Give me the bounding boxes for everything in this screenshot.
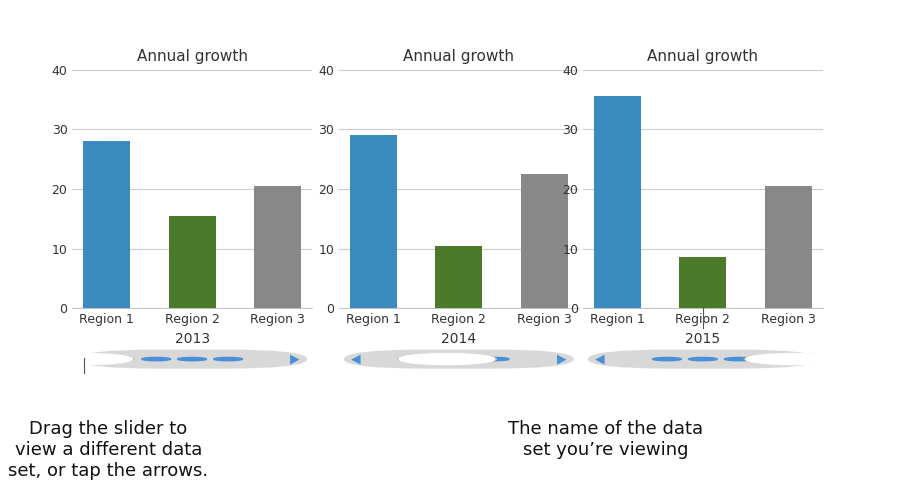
Text: ◀: ◀ bbox=[350, 352, 360, 366]
Title: Annual growth: Annual growth bbox=[403, 49, 514, 64]
Circle shape bbox=[36, 353, 132, 365]
Circle shape bbox=[723, 357, 752, 361]
Circle shape bbox=[444, 357, 472, 361]
Title: Annual growth: Annual growth bbox=[136, 49, 247, 64]
Bar bbox=[520, 174, 567, 308]
Bar bbox=[679, 257, 725, 308]
Text: ◀: ◀ bbox=[84, 352, 94, 366]
Circle shape bbox=[398, 353, 494, 365]
Bar bbox=[169, 216, 215, 308]
Bar bbox=[764, 186, 811, 308]
Circle shape bbox=[688, 357, 716, 361]
X-axis label: 2014: 2014 bbox=[441, 331, 476, 345]
Circle shape bbox=[398, 353, 494, 365]
FancyBboxPatch shape bbox=[77, 349, 307, 369]
Circle shape bbox=[743, 353, 843, 365]
Bar bbox=[349, 135, 396, 308]
Bar bbox=[435, 246, 481, 308]
Text: ▶: ▶ bbox=[556, 352, 566, 366]
Circle shape bbox=[213, 357, 242, 361]
X-axis label: 2015: 2015 bbox=[684, 331, 720, 345]
Bar bbox=[83, 141, 130, 308]
FancyBboxPatch shape bbox=[587, 349, 817, 369]
X-axis label: 2013: 2013 bbox=[174, 331, 209, 345]
Circle shape bbox=[745, 353, 841, 365]
Circle shape bbox=[178, 357, 206, 361]
Circle shape bbox=[479, 357, 508, 361]
Bar bbox=[254, 186, 301, 308]
Circle shape bbox=[745, 353, 841, 365]
Circle shape bbox=[34, 353, 135, 365]
Circle shape bbox=[36, 353, 132, 365]
Text: The name of the data
set you’re viewing: The name of the data set you’re viewing bbox=[507, 420, 703, 459]
Text: ▶: ▶ bbox=[800, 352, 810, 366]
Title: Annual growth: Annual growth bbox=[647, 49, 758, 64]
Text: ▶: ▶ bbox=[290, 352, 300, 366]
Text: ◀: ◀ bbox=[594, 352, 604, 366]
Circle shape bbox=[396, 353, 497, 365]
Circle shape bbox=[408, 357, 437, 361]
Bar bbox=[593, 96, 640, 308]
Text: Drag the slider to
view a different data
set, or tap the arrows.: Drag the slider to view a different data… bbox=[8, 420, 209, 480]
Circle shape bbox=[652, 357, 681, 361]
Circle shape bbox=[142, 357, 171, 361]
FancyBboxPatch shape bbox=[343, 349, 573, 369]
